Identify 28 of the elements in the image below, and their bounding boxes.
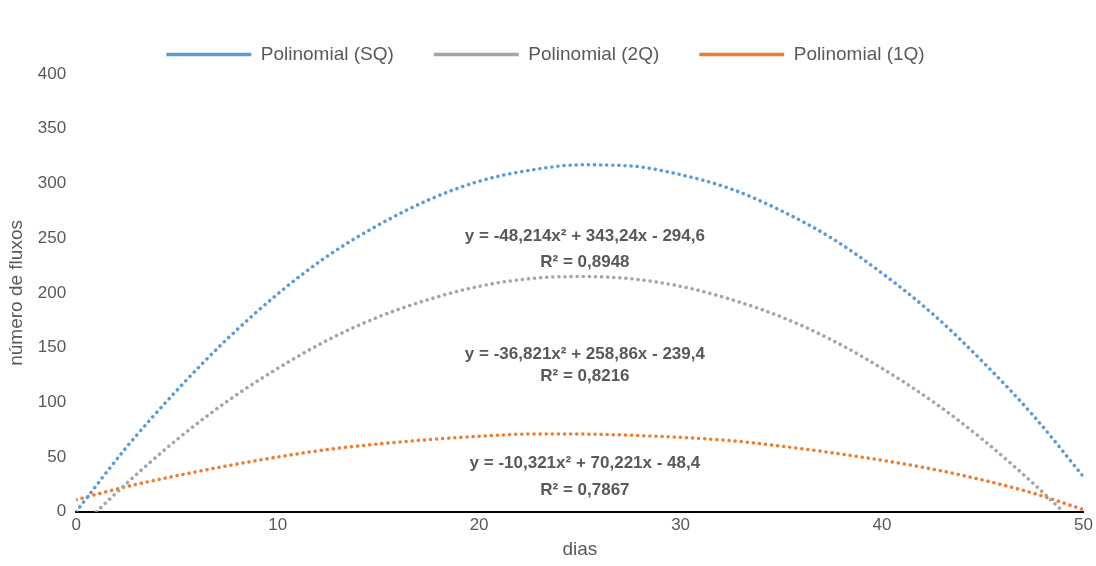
y-axis-title: número de fluxos bbox=[4, 220, 26, 366]
annotation: R² = 0,7867 bbox=[540, 479, 630, 499]
y-tick-label: 50 bbox=[47, 446, 67, 466]
legend-label: Polinomial (1Q) bbox=[793, 42, 925, 64]
x-tick-label: 0 bbox=[71, 514, 81, 534]
line-series bbox=[76, 432, 1084, 512]
annotation: R² = 0,8948 bbox=[540, 251, 630, 271]
x-tick-label: 50 bbox=[1074, 514, 1094, 534]
y-tick-label: 250 bbox=[37, 227, 67, 247]
x-axis-title: dias bbox=[562, 537, 598, 559]
legend-label: Polinomial (SQ) bbox=[260, 42, 394, 64]
annotation: y = -10,321x² + 70,221x - 48,4 bbox=[469, 453, 701, 473]
annotation: y = -36,821x² + 258,86x - 239,4 bbox=[464, 343, 706, 363]
y-tick-label: 100 bbox=[37, 392, 67, 412]
annotation: R² = 0,8216 bbox=[540, 365, 630, 385]
x-tick-label: 20 bbox=[469, 514, 489, 534]
legend-label: Polinomial (2Q) bbox=[528, 42, 660, 64]
line-series bbox=[76, 163, 1084, 512]
y-tick-label: 350 bbox=[37, 118, 67, 138]
x-tick-label: 40 bbox=[872, 514, 892, 534]
y-tick-label: 200 bbox=[37, 282, 67, 302]
y-tick-label: 150 bbox=[37, 337, 67, 357]
y-tick-label: 0 bbox=[56, 501, 67, 521]
y-tick-label: 400 bbox=[37, 63, 67, 83]
annotation: y = -48,214x² + 343,24x - 294,6 bbox=[464, 225, 705, 245]
x-tick-label: 10 bbox=[268, 514, 288, 534]
x-tick-label: 30 bbox=[671, 514, 691, 534]
y-tick-label: 300 bbox=[37, 173, 67, 193]
